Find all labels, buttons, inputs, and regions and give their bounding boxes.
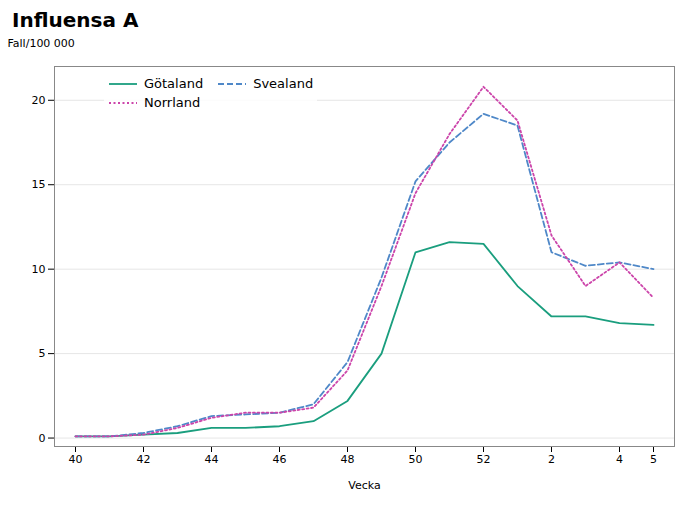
svg-text:42: 42 (137, 453, 151, 466)
svg-text:5: 5 (39, 347, 46, 360)
svg-text:20: 20 (32, 94, 46, 107)
svg-text:0: 0 (39, 432, 46, 445)
html-text:Svealand: Svealand (253, 76, 314, 91)
svg-text:46: 46 (273, 453, 287, 466)
svg-text:48: 48 (341, 453, 355, 466)
svg-text:Fall/100 000: Fall/100 000 (8, 37, 75, 50)
html-text:Götaland: Götaland (144, 76, 204, 91)
svg-text:2: 2 (548, 453, 555, 466)
svg-text:50: 50 (409, 453, 423, 466)
html-text:Norrland: Norrland (144, 95, 201, 110)
svg-text:4: 4 (616, 453, 623, 466)
svg-text:Vecka: Vecka (348, 479, 380, 492)
svg-text:40: 40 (69, 453, 83, 466)
svg-text:44: 44 (205, 453, 219, 466)
svg-text:15: 15 (32, 178, 46, 191)
svg-text:5: 5 (650, 453, 657, 466)
svg-text:52: 52 (477, 453, 491, 466)
html-text:Influensa A: Influensa A (12, 8, 139, 32)
svg-text:10: 10 (32, 263, 46, 276)
